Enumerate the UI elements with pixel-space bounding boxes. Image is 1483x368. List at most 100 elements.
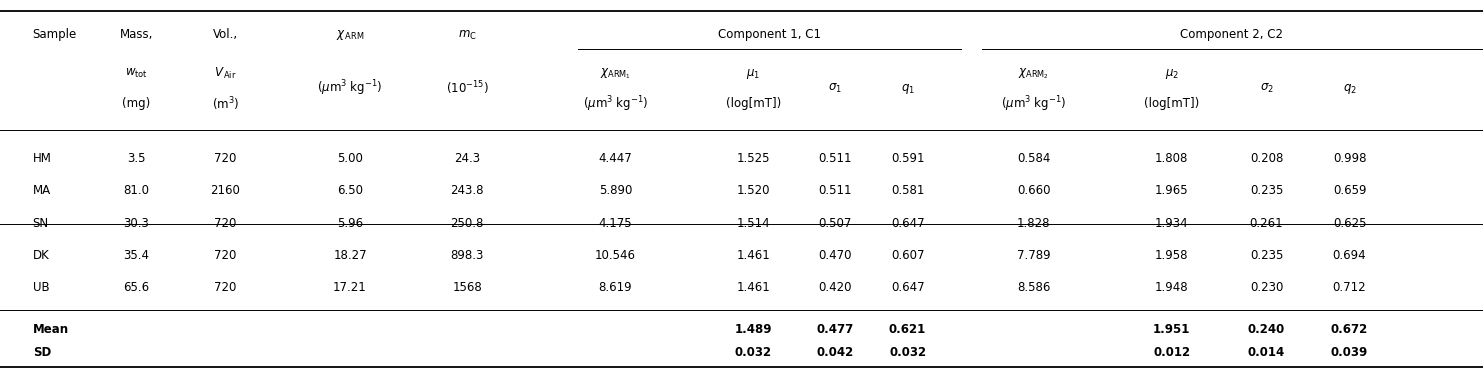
Text: 1.965: 1.965 — [1155, 184, 1188, 197]
Text: 898.3: 898.3 — [451, 249, 483, 262]
Text: 1.461: 1.461 — [737, 281, 770, 294]
Text: 0.042: 0.042 — [816, 346, 854, 359]
Text: Mass,: Mass, — [120, 28, 153, 42]
Text: 4.175: 4.175 — [599, 216, 632, 230]
Text: ($\mu$m$^3$ kg$^{-1}$): ($\mu$m$^3$ kg$^{-1}$) — [1001, 94, 1066, 114]
Text: 30.3: 30.3 — [123, 216, 150, 230]
Text: 1568: 1568 — [452, 281, 482, 294]
Text: Mean: Mean — [33, 323, 68, 336]
Text: $q_2$: $q_2$ — [1342, 82, 1357, 96]
Text: 7.789: 7.789 — [1017, 249, 1050, 262]
Text: 250.8: 250.8 — [451, 216, 483, 230]
Text: 0.647: 0.647 — [891, 216, 924, 230]
Text: 1.461: 1.461 — [737, 249, 770, 262]
Text: 0.647: 0.647 — [891, 281, 924, 294]
Text: Vol.,: Vol., — [214, 28, 237, 42]
Text: $\chi_{\,\mathrm{ARM}}$: $\chi_{\,\mathrm{ARM}}$ — [335, 28, 365, 42]
Text: 4.447: 4.447 — [599, 152, 632, 165]
Text: 35.4: 35.4 — [123, 249, 150, 262]
Text: 1.514: 1.514 — [737, 216, 770, 230]
Text: 81.0: 81.0 — [123, 184, 150, 197]
Text: 0.511: 0.511 — [819, 152, 851, 165]
Text: 720: 720 — [214, 152, 237, 165]
Text: 243.8: 243.8 — [451, 184, 483, 197]
Text: 0.014: 0.014 — [1247, 346, 1286, 359]
Text: 720: 720 — [214, 216, 237, 230]
Text: 1.525: 1.525 — [737, 152, 770, 165]
Text: 65.6: 65.6 — [123, 281, 150, 294]
Text: 10.546: 10.546 — [595, 249, 636, 262]
Text: $V_\mathrm{\,Air}$: $V_\mathrm{\,Air}$ — [214, 66, 237, 81]
Text: 18.27: 18.27 — [334, 249, 366, 262]
Text: 17.21: 17.21 — [334, 281, 366, 294]
Text: 0.420: 0.420 — [819, 281, 851, 294]
Text: 1.808: 1.808 — [1155, 152, 1188, 165]
Text: 0.230: 0.230 — [1250, 281, 1283, 294]
Text: $\chi_{\mathrm{ARM}_1}$: $\chi_{\mathrm{ARM}_1}$ — [601, 66, 630, 81]
Text: 1.489: 1.489 — [734, 323, 773, 336]
Text: 720: 720 — [214, 281, 237, 294]
Text: 0.607: 0.607 — [891, 249, 924, 262]
Text: 0.235: 0.235 — [1250, 184, 1283, 197]
Text: 0.470: 0.470 — [819, 249, 851, 262]
Text: DK: DK — [33, 249, 49, 262]
Text: 6.50: 6.50 — [337, 184, 363, 197]
Text: 0.659: 0.659 — [1333, 184, 1366, 197]
Text: UB: UB — [33, 281, 49, 294]
Text: 0.712: 0.712 — [1333, 281, 1366, 294]
Text: 0.625: 0.625 — [1333, 216, 1366, 230]
Text: $\sigma_2$: $\sigma_2$ — [1259, 82, 1274, 95]
Text: 1.828: 1.828 — [1017, 216, 1050, 230]
Text: $\chi_{\mathrm{ARM}_2}$: $\chi_{\mathrm{ARM}_2}$ — [1019, 66, 1048, 81]
Text: 0.591: 0.591 — [891, 152, 924, 165]
Text: 5.00: 5.00 — [337, 152, 363, 165]
Text: 8.619: 8.619 — [599, 281, 632, 294]
Text: (m$^3$): (m$^3$) — [212, 95, 239, 113]
Text: 0.694: 0.694 — [1333, 249, 1366, 262]
Text: $q_1$: $q_1$ — [900, 82, 915, 96]
Text: ($\mu$m$^3$ kg$^{-1}$): ($\mu$m$^3$ kg$^{-1}$) — [583, 94, 648, 114]
Text: 720: 720 — [214, 249, 237, 262]
Text: 0.235: 0.235 — [1250, 249, 1283, 262]
Text: 5.890: 5.890 — [599, 184, 632, 197]
Text: $\mu_1$: $\mu_1$ — [746, 67, 761, 81]
Text: 0.039: 0.039 — [1330, 346, 1369, 359]
Text: (log[mT]): (log[mT]) — [725, 97, 782, 110]
Text: 0.511: 0.511 — [819, 184, 851, 197]
Text: SD: SD — [33, 346, 50, 359]
Text: 2160: 2160 — [211, 184, 240, 197]
Text: 24.3: 24.3 — [454, 152, 480, 165]
Text: (mg): (mg) — [122, 97, 151, 110]
Text: 1.951: 1.951 — [1152, 323, 1191, 336]
Text: 0.672: 0.672 — [1330, 323, 1369, 336]
Text: SN: SN — [33, 216, 49, 230]
Text: 3.5: 3.5 — [128, 152, 145, 165]
Text: 1.934: 1.934 — [1155, 216, 1188, 230]
Text: (10$^{-15}$): (10$^{-15}$) — [446, 80, 488, 98]
Text: Sample: Sample — [33, 28, 77, 42]
Text: 0.584: 0.584 — [1017, 152, 1050, 165]
Text: HM: HM — [33, 152, 52, 165]
Text: 0.621: 0.621 — [888, 323, 927, 336]
Text: ($\mu$m$^3$ kg$^{-1}$): ($\mu$m$^3$ kg$^{-1}$) — [317, 79, 383, 99]
Text: 5.96: 5.96 — [337, 216, 363, 230]
Text: $w_\mathrm{tot}$: $w_\mathrm{tot}$ — [125, 67, 148, 80]
Text: $\sigma_1$: $\sigma_1$ — [828, 82, 842, 95]
Text: Component 1, C1: Component 1, C1 — [718, 28, 822, 42]
Text: 1.948: 1.948 — [1155, 281, 1188, 294]
Text: 0.507: 0.507 — [819, 216, 851, 230]
Text: 0.998: 0.998 — [1333, 152, 1366, 165]
Text: MA: MA — [33, 184, 50, 197]
Text: 0.660: 0.660 — [1017, 184, 1050, 197]
Text: 1.958: 1.958 — [1155, 249, 1188, 262]
Text: (log[mT]): (log[mT]) — [1143, 97, 1200, 110]
Text: $m_\mathrm{C}$: $m_\mathrm{C}$ — [458, 28, 476, 42]
Text: 0.032: 0.032 — [734, 346, 773, 359]
Text: 0.240: 0.240 — [1247, 323, 1286, 336]
Text: 0.261: 0.261 — [1250, 216, 1283, 230]
Text: 0.032: 0.032 — [888, 346, 927, 359]
Text: 0.581: 0.581 — [891, 184, 924, 197]
Text: 0.012: 0.012 — [1152, 346, 1191, 359]
Text: $\mu_2$: $\mu_2$ — [1164, 67, 1179, 81]
Text: 1.520: 1.520 — [737, 184, 770, 197]
